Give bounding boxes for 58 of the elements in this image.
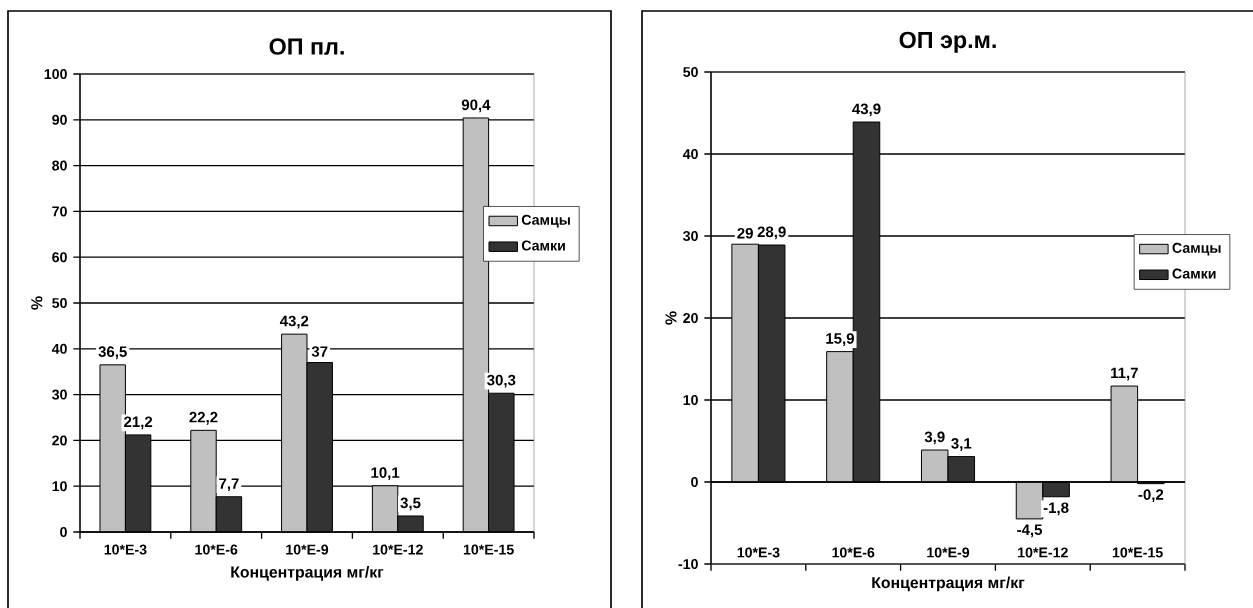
y-tick-label: 80 — [52, 160, 67, 171]
data-label: 43,9 — [852, 103, 881, 117]
data-label: 15,9 — [826, 333, 854, 346]
y-tick-label: 0 — [60, 527, 67, 538]
chart-title: ОП пл. — [269, 38, 344, 55]
y-tick-label: 20 — [52, 435, 67, 446]
y-tick-label: 10 — [52, 481, 67, 492]
data-label: -0,2 — [1138, 489, 1164, 503]
y-tick-label: 90 — [52, 114, 67, 125]
data-label: 36,5 — [98, 346, 127, 360]
data-label: -1,8 — [1043, 502, 1069, 516]
chart-title: ОП эр.м. — [899, 31, 996, 53]
x-tick-label: 10*E-6 — [195, 544, 238, 555]
x-tick-label: 10*E-3 — [737, 547, 780, 558]
data-label: 43,2 — [279, 315, 309, 329]
x-tick-label: 10*E-15 — [1112, 547, 1163, 558]
y-tick-label: 50 — [683, 67, 698, 78]
x-tick-label: 10*E-9 — [286, 544, 329, 555]
y-tick-label: 30 — [683, 230, 698, 242]
data-label: 29 — [737, 227, 753, 239]
y-tick-label: 70 — [52, 206, 67, 217]
data-label: 28,9 — [757, 226, 786, 240]
y-tick-label: 100 — [44, 69, 67, 80]
data-label: 21,2 — [124, 416, 153, 430]
data-label: 10,1 — [371, 467, 400, 481]
y-axis-title: % — [31, 296, 43, 310]
data-label: 90,4 — [461, 99, 491, 113]
x-axis-title: Концентрация мг/кг — [872, 576, 1025, 592]
x-tick-label: 10*E-3 — [104, 544, 147, 555]
legend-label: Самцы — [1172, 242, 1221, 256]
legend-label: Самки — [1172, 268, 1216, 279]
y-tick-label: 10 — [683, 395, 698, 406]
x-tick-label: 10*E-15 — [463, 544, 514, 555]
y-tick-label: -10 — [678, 559, 698, 570]
legend-label: Самки — [521, 240, 565, 251]
y-tick-label: 20 — [683, 313, 698, 324]
x-tick-label: 10*E-6 — [832, 547, 875, 558]
y-tick-label: 60 — [52, 252, 67, 263]
data-label: 3,5 — [400, 497, 421, 511]
y-tick-label: 30 — [52, 389, 67, 400]
data-label: 30,3 — [487, 374, 516, 388]
legend-label: Самцы — [521, 214, 570, 228]
x-tick-label: 10*E-12 — [373, 544, 423, 555]
data-label: 3,9 — [924, 431, 945, 445]
x-axis-title: Концентрация мг/кг — [231, 566, 384, 581]
data-label: 37 — [311, 346, 328, 357]
data-label: -4,5 — [1017, 524, 1043, 538]
data-label: 11,7 — [1111, 367, 1138, 381]
data-label: 3,1 — [951, 438, 972, 451]
x-tick-label: 10*E-9 — [927, 547, 970, 558]
y-tick-label: 0 — [691, 477, 698, 488]
y-tick-label: 50 — [52, 298, 67, 309]
y-tick-label: 40 — [682, 149, 698, 160]
x-tick-label: 10*E-12 — [1018, 547, 1068, 558]
y-tick-label: 40 — [51, 343, 67, 354]
data-label: 22,2 — [189, 411, 218, 425]
data-label: 7,7 — [219, 478, 239, 492]
y-axis-title: % — [665, 311, 677, 325]
